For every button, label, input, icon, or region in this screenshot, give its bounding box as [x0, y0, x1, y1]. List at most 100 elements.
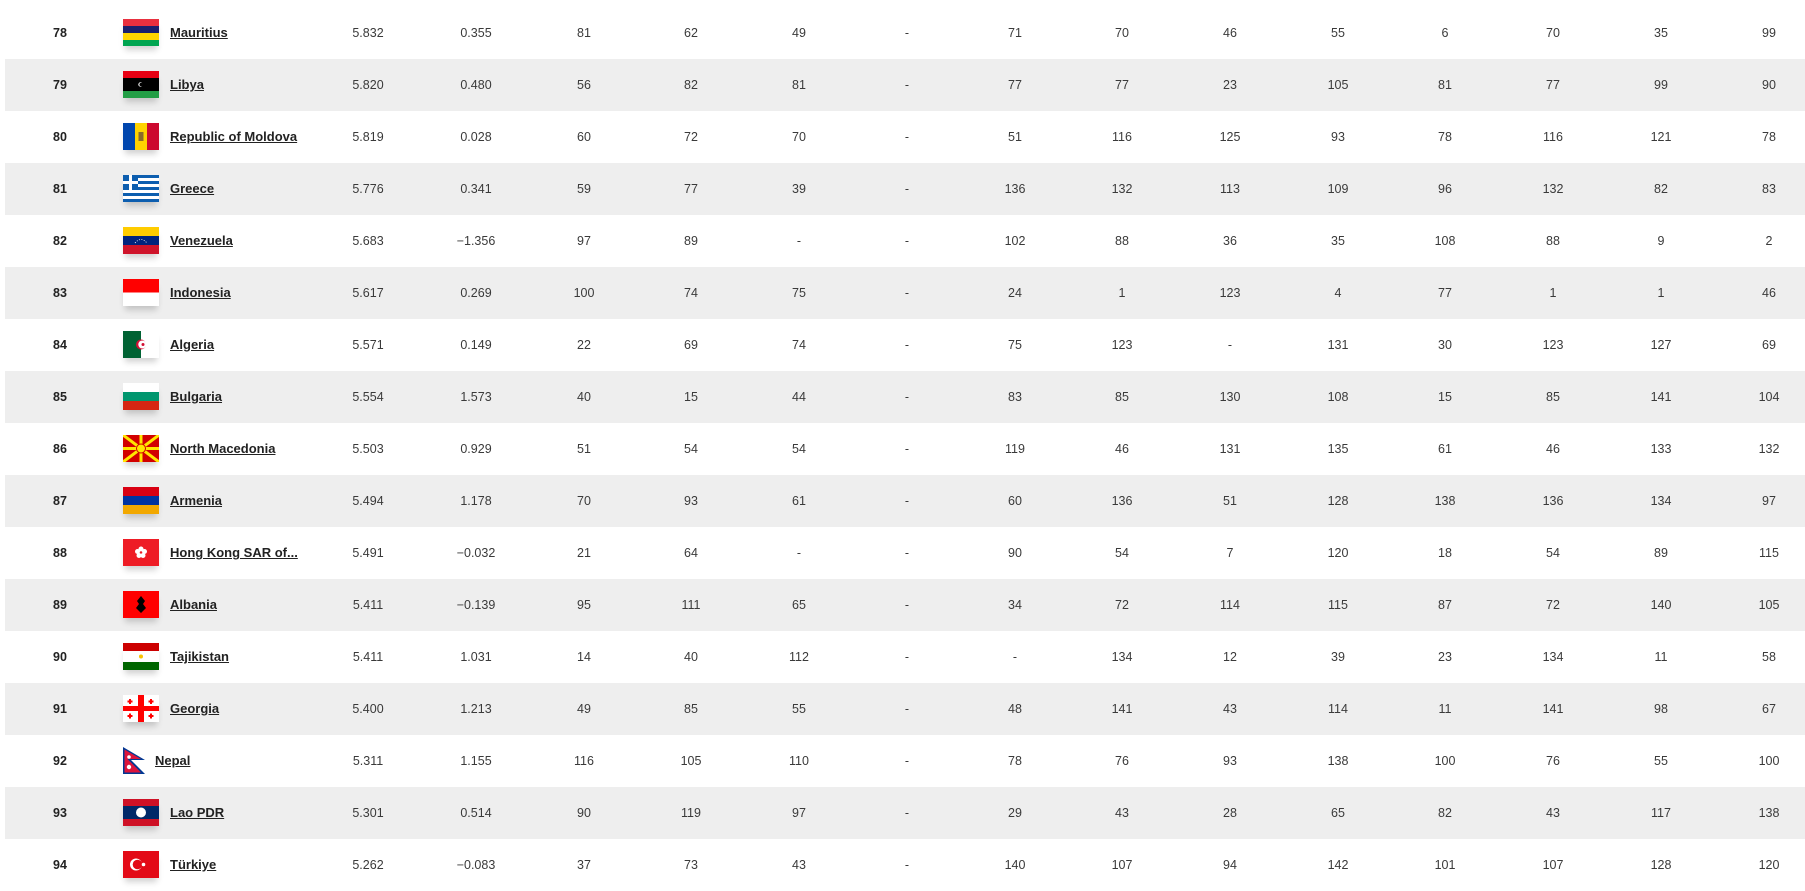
value-cell: 119	[1005, 442, 1025, 456]
value-cell: 72	[684, 130, 698, 144]
mauritius-flag-icon	[123, 19, 159, 46]
value-cell: -	[1012, 650, 1018, 664]
value-cell: -	[904, 806, 910, 820]
value-cell: 78	[1762, 130, 1776, 144]
value-cell: 23	[1438, 650, 1452, 664]
value-cell: 51	[1223, 494, 1237, 508]
value-cell: 51	[577, 442, 591, 456]
libya-flag-icon	[123, 71, 159, 98]
value-cell: 136	[1004, 182, 1026, 196]
country-link[interactable]: Armenia	[170, 493, 223, 508]
rank-cell: 82	[53, 234, 67, 248]
rank-cell: 89	[53, 598, 67, 612]
value-cell: 55	[1331, 26, 1345, 40]
change-cell: 0.149	[460, 338, 492, 352]
country-link[interactable]: Hong Kong SAR of...	[170, 545, 298, 560]
country-link[interactable]: Tajikistan	[170, 649, 230, 664]
country-link[interactable]: Greece	[170, 181, 215, 196]
value-cell: 104	[1758, 390, 1780, 404]
value-cell: 114	[1328, 702, 1348, 716]
country-link[interactable]: Indonesia	[170, 285, 231, 300]
value-cell: 54	[684, 442, 698, 456]
value-cell: 138	[1758, 806, 1780, 820]
value-cell: 132	[1758, 442, 1780, 456]
value-cell: 115	[1328, 598, 1348, 612]
moldova-flag-icon	[123, 123, 159, 150]
value-cell: 60	[1008, 494, 1022, 508]
change-cell: 0.028	[460, 130, 492, 144]
value-cell: 70	[1546, 26, 1560, 40]
value-cell: 1	[1118, 286, 1126, 300]
value-cell: 140	[1004, 858, 1026, 872]
nepal-flag-icon	[123, 747, 145, 774]
score-cell: 5.411	[352, 598, 384, 612]
country-link[interactable]: Georgia	[170, 701, 220, 716]
country-link[interactable]: Republic of Moldova	[170, 129, 298, 144]
value-cell: 142	[1327, 858, 1349, 872]
value-cell: 34	[1008, 598, 1022, 612]
country-link[interactable]: Bulgaria	[170, 389, 223, 404]
value-cell: 81	[577, 26, 591, 40]
country-link[interactable]: Mauritius	[170, 25, 228, 40]
value-cell: 83	[1762, 182, 1776, 196]
value-cell: 7	[1226, 546, 1234, 560]
value-cell: 72	[1546, 598, 1560, 612]
value-cell: 54	[1115, 546, 1129, 560]
value-cell: 116	[1543, 130, 1563, 144]
table-row: 86 North Macedonia 5.503 0.929 51 54 54 - 119 46 1…	[5, 423, 1805, 475]
value-cell: 82	[1438, 806, 1452, 820]
country-link[interactable]: Nepal	[155, 753, 191, 768]
value-cell: 9	[1657, 234, 1665, 248]
value-cell: 100	[1758, 754, 1780, 768]
value-cell: 93	[684, 494, 698, 508]
value-cell: 88	[1115, 234, 1129, 248]
value-cell: 120	[1327, 546, 1349, 560]
country-link[interactable]: North Macedonia	[170, 441, 276, 456]
value-cell: -	[904, 702, 910, 716]
score-cell: 5.832	[352, 26, 384, 40]
rank-cell: 86	[53, 442, 67, 456]
value-cell: 77	[1008, 78, 1022, 92]
table-row: 93 Lao PDR 5.301 0.514 90 119 97 - 29 43 28 65 82 43 1…	[5, 787, 1805, 839]
table-row: 88 Hong Kong SAR of... 5.491 −0.032 21 64 - - 90…	[5, 527, 1805, 579]
value-cell: 81	[792, 78, 806, 92]
value-cell: 100	[573, 286, 595, 300]
rank-cell: 94	[53, 858, 67, 872]
greece-flag-icon	[123, 175, 159, 202]
score-cell: 5.301	[352, 806, 384, 820]
table-row: 90 Tajikistan 5.411 1.031 14 40 112 - - 134 12 39 23…	[5, 631, 1805, 683]
value-cell: 69	[1762, 338, 1776, 352]
value-cell: 40	[577, 390, 591, 404]
score-cell: 5.820	[352, 78, 384, 92]
value-cell: 61	[792, 494, 806, 508]
country-link[interactable]: Lao PDR	[170, 805, 225, 820]
value-cell: 121	[1650, 130, 1672, 144]
country-link[interactable]: Venezuela	[170, 233, 233, 248]
country-link[interactable]: Albania	[170, 597, 217, 612]
rank-cell: 81	[53, 182, 67, 196]
rank-cell: 85	[53, 390, 67, 404]
value-cell: 73	[684, 858, 698, 872]
value-cell: 28	[1223, 806, 1237, 820]
country-link[interactable]: Libya	[170, 77, 204, 92]
value-cell: -	[1227, 338, 1233, 352]
score-cell: 5.494	[352, 494, 384, 508]
value-cell: 123	[1542, 338, 1564, 352]
value-cell: 77	[1438, 286, 1452, 300]
value-cell: 116	[574, 754, 594, 768]
value-cell: 77	[1546, 78, 1560, 92]
value-cell: 65	[1331, 806, 1345, 820]
rank-cell: 87	[53, 494, 67, 508]
country-link[interactable]: Algeria	[170, 337, 215, 352]
table-row: 91 Georgia 5.400 1.213 49 85 55 - 48 141 43 114 11 14…	[5, 683, 1805, 735]
value-cell: 125	[1219, 130, 1241, 144]
value-cell: 55	[1654, 754, 1668, 768]
value-cell: 64	[684, 546, 698, 560]
value-cell: 134	[1111, 650, 1133, 664]
value-cell: 51	[1008, 130, 1022, 144]
value-cell: -	[904, 754, 910, 768]
value-cell: -	[904, 546, 910, 560]
value-cell: 134	[1542, 650, 1564, 664]
value-cell: 119	[681, 806, 701, 820]
country-link[interactable]: Türkiye	[170, 857, 217, 872]
